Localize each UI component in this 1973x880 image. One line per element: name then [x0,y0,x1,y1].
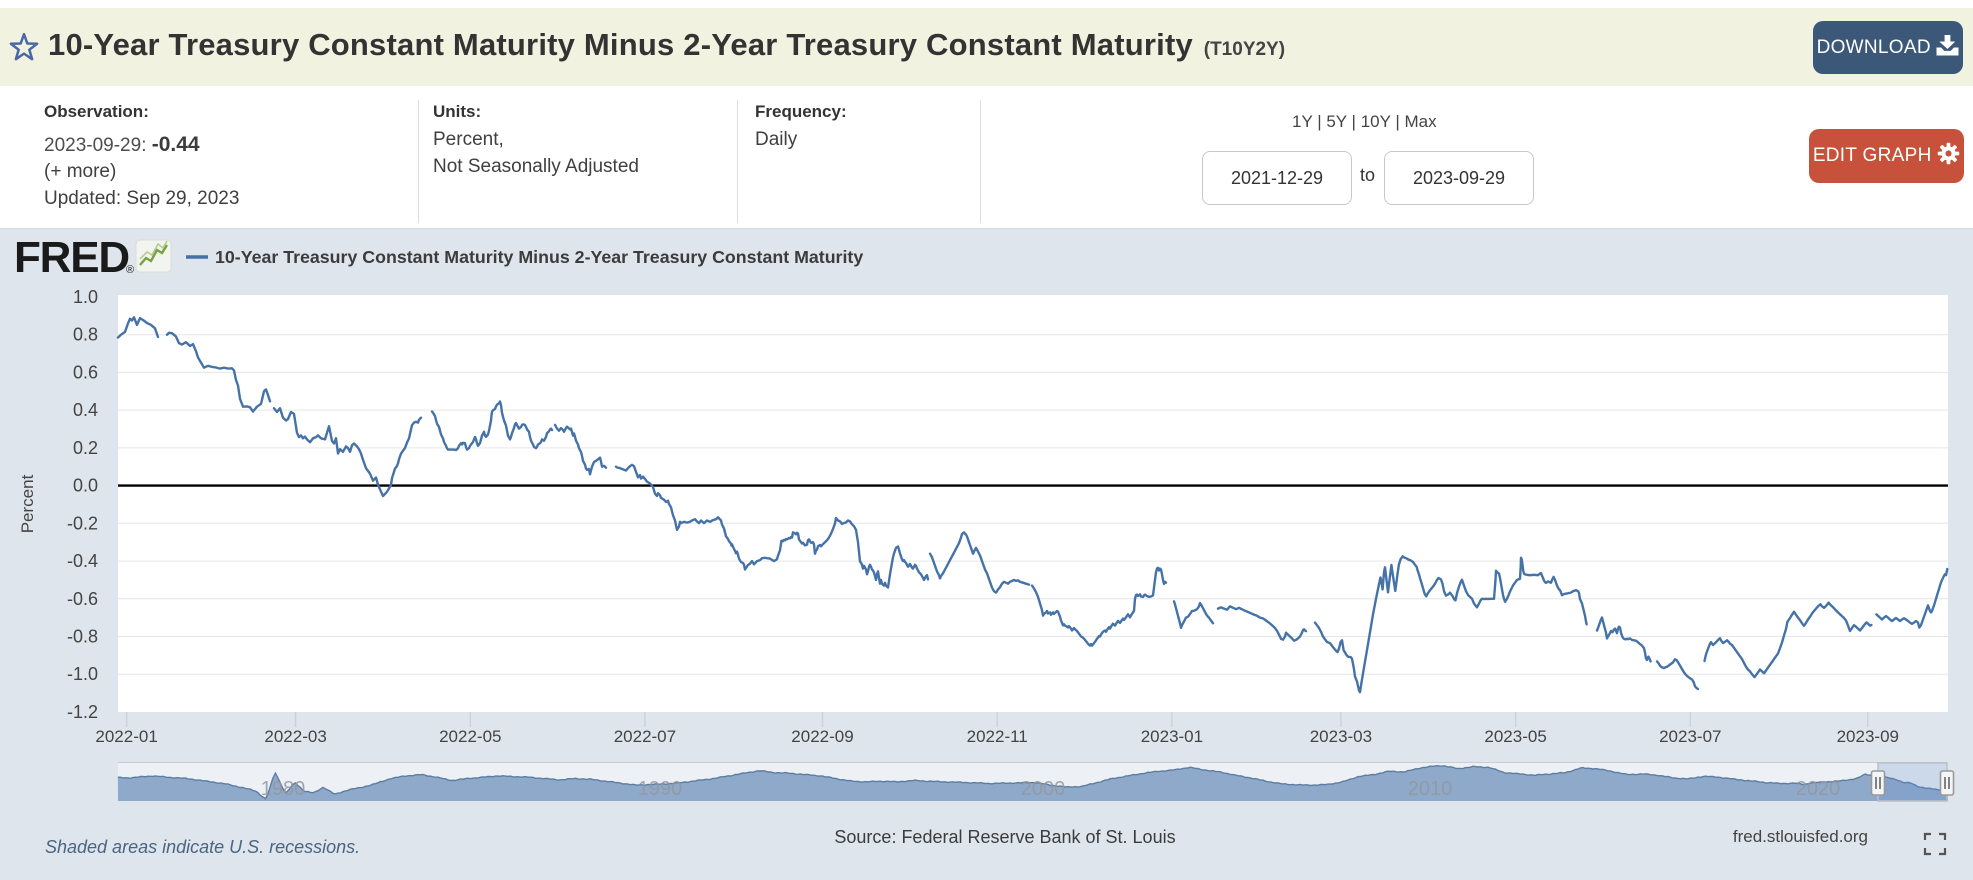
svg-text:2023-05: 2023-05 [1484,727,1546,746]
svg-text:-0.2: -0.2 [67,513,98,533]
svg-text:2022-01: 2022-01 [95,727,157,746]
svg-text:1980: 1980 [261,778,306,800]
svg-text:Source: Federal Reserve Bank o: Source: Federal Reserve Bank of St. Loui… [834,827,1175,847]
svg-text:0.4: 0.4 [73,400,98,420]
svg-text:Percent: Percent [18,474,37,533]
svg-text:2023-03: 2023-03 [1310,727,1372,746]
svg-text:-0.6: -0.6 [67,589,98,609]
svg-text:-1.0: -1.0 [67,664,98,684]
svg-text:2022-05: 2022-05 [439,727,501,746]
svg-text:2023-01: 2023-01 [1141,727,1203,746]
svg-text:®: ® [126,264,134,276]
svg-text:2023-09: 2023-09 [1837,727,1899,746]
svg-text:2022-03: 2022-03 [264,727,326,746]
svg-text:0.8: 0.8 [73,325,98,345]
svg-text:-1.2: -1.2 [67,702,98,722]
svg-text:0.2: 0.2 [73,438,98,458]
svg-text:1.0: 1.0 [73,287,98,307]
svg-text:2000: 2000 [1021,778,1066,800]
svg-text:10-Year Treasury Constant Matu: 10-Year Treasury Constant Maturity Minus… [215,247,863,267]
svg-text:2022-09: 2022-09 [791,727,853,746]
svg-text:0.0: 0.0 [73,476,98,496]
svg-text:2022-11: 2022-11 [967,727,1028,746]
svg-text:2023-07: 2023-07 [1659,727,1721,746]
svg-text:Shaded areas indicate U.S. rec: Shaded areas indicate U.S. recessions. [45,837,360,857]
svg-text:0.6: 0.6 [73,362,98,382]
svg-text:2010: 2010 [1408,778,1453,800]
svg-text:2022-07: 2022-07 [614,727,676,746]
svg-text:-0.8: -0.8 [67,627,98,647]
svg-text:2020: 2020 [1796,778,1841,800]
svg-text:fred.stlouisfed.org: fred.stlouisfed.org [1733,827,1868,846]
svg-text:1990: 1990 [638,778,683,800]
svg-text:-0.4: -0.4 [67,551,98,571]
svg-text:FRED: FRED [14,233,129,282]
